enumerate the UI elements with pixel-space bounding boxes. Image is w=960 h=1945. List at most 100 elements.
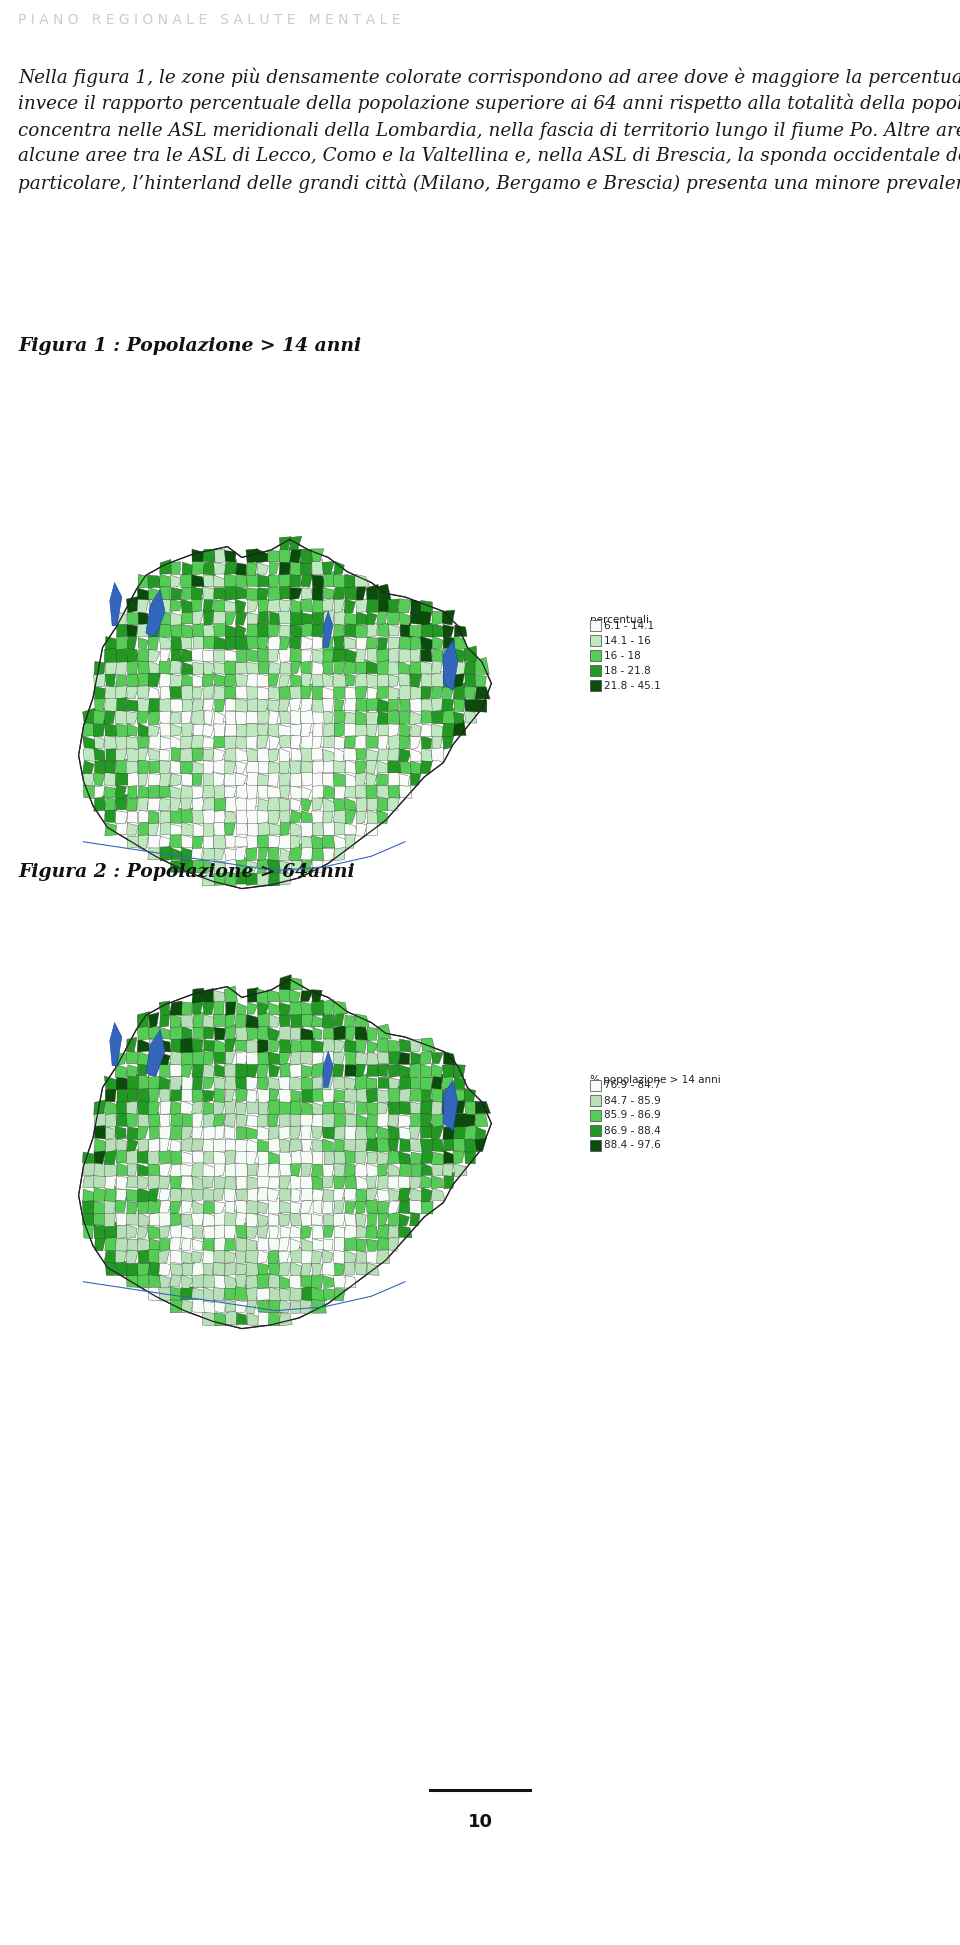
Polygon shape xyxy=(257,1249,269,1264)
Polygon shape xyxy=(268,834,280,848)
Polygon shape xyxy=(127,836,139,848)
Polygon shape xyxy=(355,784,367,797)
Polygon shape xyxy=(269,636,281,650)
Polygon shape xyxy=(389,1050,400,1066)
Polygon shape xyxy=(148,724,159,735)
Polygon shape xyxy=(94,687,106,698)
Polygon shape xyxy=(159,636,174,648)
Polygon shape xyxy=(203,673,215,687)
Polygon shape xyxy=(356,809,367,823)
Polygon shape xyxy=(146,1029,165,1078)
Polygon shape xyxy=(115,811,128,825)
Polygon shape xyxy=(356,823,367,836)
Polygon shape xyxy=(226,1311,238,1325)
Polygon shape xyxy=(215,696,226,712)
Polygon shape xyxy=(159,722,171,735)
Polygon shape xyxy=(224,574,236,587)
Polygon shape xyxy=(388,1212,399,1225)
Polygon shape xyxy=(225,720,237,735)
Polygon shape xyxy=(312,687,324,700)
Polygon shape xyxy=(291,1089,302,1103)
Polygon shape xyxy=(137,1175,149,1188)
Polygon shape xyxy=(235,1251,246,1264)
Polygon shape xyxy=(236,1052,248,1064)
Polygon shape xyxy=(257,1159,269,1177)
Polygon shape xyxy=(137,1087,150,1101)
Polygon shape xyxy=(192,1000,203,1015)
Polygon shape xyxy=(160,1099,171,1114)
Polygon shape xyxy=(301,1262,312,1276)
Polygon shape xyxy=(366,772,376,786)
Polygon shape xyxy=(377,1064,388,1078)
Polygon shape xyxy=(94,1161,106,1177)
Polygon shape xyxy=(214,823,228,836)
Polygon shape xyxy=(160,737,173,749)
Polygon shape xyxy=(83,1151,97,1163)
Polygon shape xyxy=(345,1276,356,1288)
Polygon shape xyxy=(301,1013,315,1027)
Polygon shape xyxy=(344,1251,357,1262)
Polygon shape xyxy=(258,749,270,762)
Polygon shape xyxy=(291,1114,303,1126)
Polygon shape xyxy=(138,772,148,786)
Polygon shape xyxy=(214,797,228,811)
Polygon shape xyxy=(334,599,345,613)
Polygon shape xyxy=(399,1087,412,1103)
Polygon shape xyxy=(334,1089,347,1103)
Polygon shape xyxy=(268,1076,282,1089)
Polygon shape xyxy=(268,597,282,611)
Polygon shape xyxy=(443,1087,453,1101)
Polygon shape xyxy=(300,1185,314,1200)
Polygon shape xyxy=(170,1085,183,1101)
Polygon shape xyxy=(225,675,239,687)
Polygon shape xyxy=(94,1225,106,1239)
Polygon shape xyxy=(214,562,227,574)
Polygon shape xyxy=(366,712,378,725)
Polygon shape xyxy=(94,786,106,797)
Polygon shape xyxy=(420,609,432,624)
Polygon shape xyxy=(247,587,259,601)
Polygon shape xyxy=(377,1188,392,1202)
Polygon shape xyxy=(269,710,279,724)
Polygon shape xyxy=(411,1113,422,1126)
Polygon shape xyxy=(127,597,138,613)
Polygon shape xyxy=(257,1237,269,1251)
Polygon shape xyxy=(137,599,149,613)
Polygon shape xyxy=(137,786,151,797)
Bar xyxy=(590,650,601,661)
Polygon shape xyxy=(137,1163,148,1177)
Polygon shape xyxy=(345,574,358,587)
Polygon shape xyxy=(290,1175,305,1188)
Polygon shape xyxy=(94,796,106,811)
Polygon shape xyxy=(399,1064,410,1078)
Polygon shape xyxy=(399,1101,411,1114)
Polygon shape xyxy=(268,770,279,786)
Polygon shape xyxy=(410,1151,424,1165)
Polygon shape xyxy=(149,599,159,613)
Polygon shape xyxy=(214,587,227,599)
Polygon shape xyxy=(270,611,280,624)
Polygon shape xyxy=(355,1198,367,1214)
Polygon shape xyxy=(278,1087,294,1103)
Polygon shape xyxy=(279,687,293,698)
Polygon shape xyxy=(105,659,117,675)
Polygon shape xyxy=(236,572,248,587)
Polygon shape xyxy=(399,613,410,624)
Polygon shape xyxy=(84,772,95,786)
Polygon shape xyxy=(431,1087,444,1103)
Polygon shape xyxy=(290,696,301,712)
Polygon shape xyxy=(367,1114,378,1126)
Polygon shape xyxy=(170,1101,182,1114)
Polygon shape xyxy=(300,760,313,772)
Polygon shape xyxy=(170,809,182,823)
Polygon shape xyxy=(268,860,281,873)
Polygon shape xyxy=(192,576,206,587)
Polygon shape xyxy=(225,1074,237,1089)
Polygon shape xyxy=(127,1087,137,1103)
Polygon shape xyxy=(345,1163,355,1177)
Polygon shape xyxy=(127,1239,138,1251)
Polygon shape xyxy=(444,1052,456,1066)
Polygon shape xyxy=(148,576,161,587)
Polygon shape xyxy=(356,1175,370,1188)
Polygon shape xyxy=(290,1025,305,1041)
